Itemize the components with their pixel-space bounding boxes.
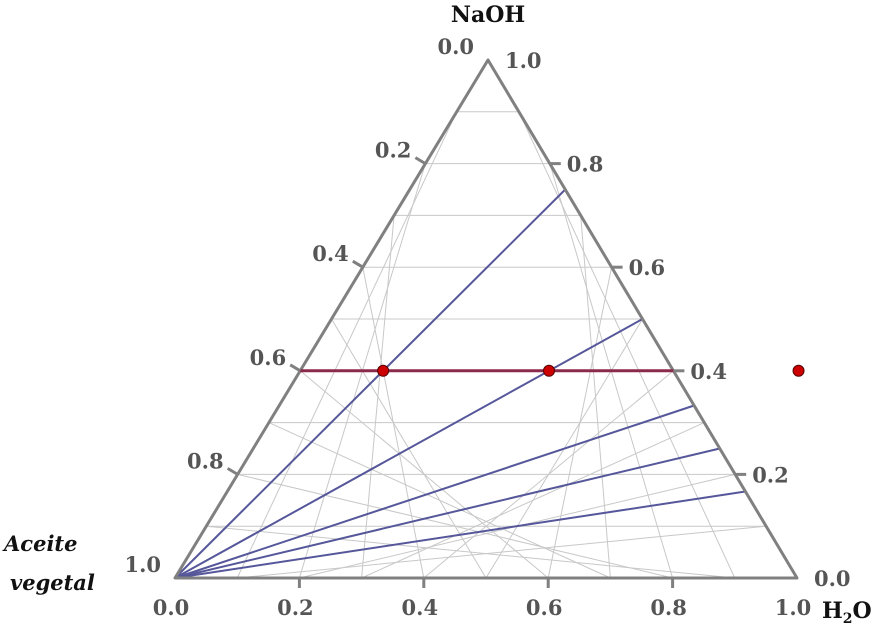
water-label-o: O (853, 598, 872, 624)
tick-mark-left (289, 363, 301, 373)
data-points (377, 364, 805, 377)
grid-line-falling (518, 111, 736, 579)
tick-label-right: 0.0 (814, 566, 851, 591)
tick-label-left: 0.4 (312, 241, 349, 266)
ray-line (174, 404, 695, 579)
tick-label-bottom: 0.8 (650, 595, 687, 620)
tick-label-left: 0.8 (187, 448, 224, 473)
ray-line (174, 188, 566, 579)
triangle-outline (173, 58, 799, 580)
tick-labels: 0.01.00.00.20.80.20.40.60.40.60.40.60.80… (124, 34, 850, 620)
tick-label-bottom: 0.2 (277, 595, 314, 620)
water-label-h: H (822, 598, 843, 624)
tick-label-bottom: 0.0 (153, 595, 190, 620)
grid-line-rising (206, 525, 735, 579)
tick-label-right: 0.4 (690, 359, 727, 384)
vertex-label-water: H2O (822, 598, 872, 627)
water-label-subscript: 2 (843, 611, 853, 627)
ray-line (174, 318, 643, 579)
tick-label-left: 1.0 (124, 552, 161, 577)
vertex-label-naoh: NaOH (451, 2, 525, 28)
tick-label-left: 0.6 (250, 345, 287, 370)
tick-label-bottom: 1.0 (775, 595, 812, 620)
tick-label-right: 1.0 (505, 48, 542, 73)
grid-line-rising (299, 370, 549, 579)
ray-line (174, 447, 720, 579)
tick-label-left: 0.2 (375, 138, 412, 163)
data-point (377, 364, 390, 377)
grid-line-rising (268, 422, 611, 579)
grid-line-rising (237, 473, 673, 579)
vertex-label-oil-line1: Aceite (2, 531, 77, 556)
grid-lines (206, 111, 767, 579)
tick-mark-left (352, 259, 364, 269)
tick-mark-left (414, 156, 427, 165)
data-point (792, 364, 805, 377)
vertex-label-oil-line2: vegetal (10, 570, 95, 595)
ray-line (174, 490, 746, 579)
data-point (543, 364, 555, 377)
grid-line-falling (547, 267, 613, 579)
grid-line-falling (580, 215, 611, 579)
tick-label-right: 0.8 (567, 152, 604, 177)
tick-label-bottom: 0.4 (402, 595, 439, 620)
tick-label-bottom: 0.6 (526, 595, 563, 620)
tick-label-left: 0.0 (437, 34, 474, 59)
ray-lines (174, 188, 746, 579)
tick-label-right: 0.6 (629, 255, 666, 280)
triangle-frame (173, 58, 799, 580)
tick-mark-left (226, 467, 239, 476)
tick-marks (226, 156, 747, 588)
tick-label-right: 0.2 (752, 462, 789, 487)
